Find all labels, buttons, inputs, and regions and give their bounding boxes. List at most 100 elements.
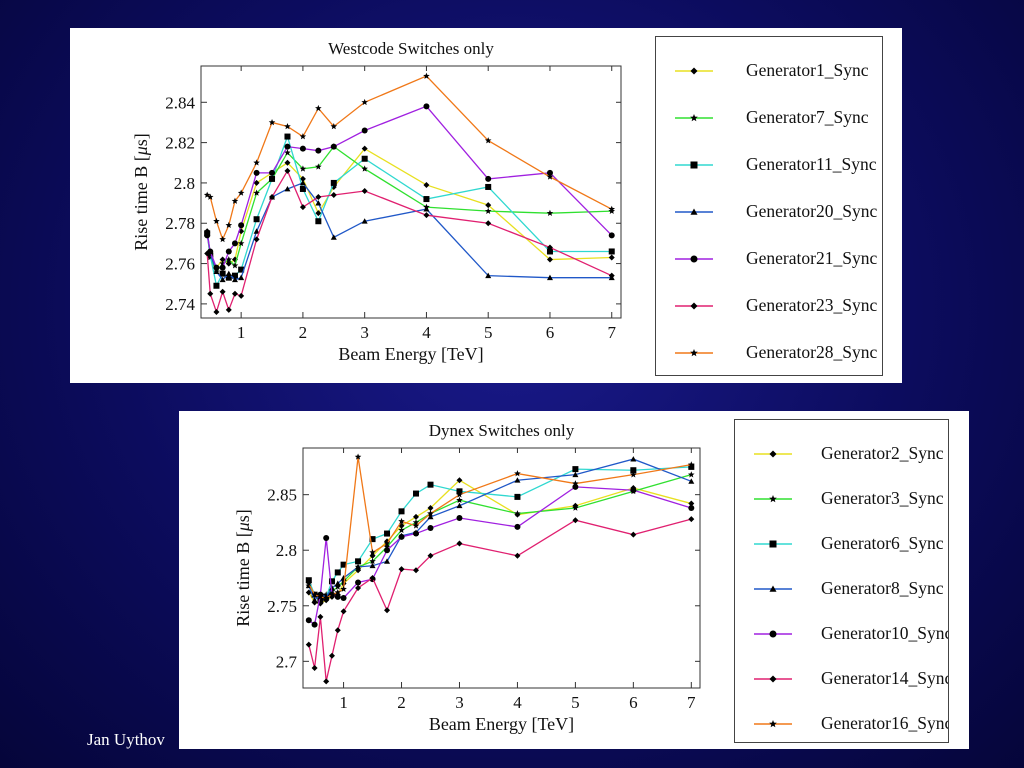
- legend-swatch: [675, 208, 713, 215]
- y-tick-label: 2.76: [165, 255, 195, 274]
- y-axis-label-mu: μ: [131, 146, 151, 156]
- series-line: [206, 105, 613, 269]
- data-point: [355, 579, 362, 586]
- data-point: [323, 678, 330, 685]
- data-point: [330, 192, 337, 199]
- data-point: [311, 597, 318, 603]
- x-axis-label: Beam Energy [TeV]: [429, 714, 574, 734]
- data-point: [485, 202, 492, 209]
- data-point: [546, 274, 553, 281]
- data-point: [322, 594, 330, 601]
- data-point: [456, 496, 463, 504]
- data-point: [334, 580, 341, 586]
- data-point: [231, 262, 239, 269]
- data-point: [427, 481, 434, 488]
- data-point: [269, 169, 276, 176]
- y-tick-label: 2.84: [165, 93, 195, 112]
- x-tick-label: 4: [513, 693, 522, 712]
- legend-marker: [690, 113, 698, 122]
- legend-label: Generator7_Sync: [746, 107, 869, 127]
- data-point: [207, 290, 214, 297]
- data-point: [484, 207, 492, 214]
- series-generator23_sync: [204, 167, 615, 315]
- data-point: [299, 145, 306, 152]
- y-tick-label: 2.85: [267, 486, 297, 505]
- westcode-legend: Generator1_Sync Generator7_Sync Generator1…: [655, 36, 883, 376]
- legend-item: Generator28_Sync: [656, 339, 882, 369]
- data-point: [546, 209, 554, 216]
- y-axis-label: Rise time B [μs]: [233, 509, 253, 627]
- data-point: [427, 513, 434, 520]
- data-point: [340, 561, 347, 568]
- data-point: [355, 563, 362, 570]
- data-point: [299, 165, 307, 172]
- data-point: [231, 272, 238, 279]
- data-point: [369, 536, 376, 543]
- legend-label: Generator3_Sync: [821, 488, 944, 508]
- y-tick-label: 2.75: [267, 597, 297, 616]
- data-point: [334, 588, 342, 596]
- legend-item: Generator3_Sync: [735, 485, 948, 515]
- legend-swatch: [754, 585, 792, 592]
- data-point: [456, 540, 463, 547]
- data-point: [514, 477, 521, 483]
- data-point: [514, 510, 521, 517]
- data-point: [608, 205, 616, 212]
- y-axis-label-prefix: Rise time B [: [131, 155, 151, 251]
- data-point: [369, 575, 376, 581]
- data-point: [219, 276, 226, 283]
- data-point: [225, 221, 233, 229]
- data-point: [219, 288, 226, 295]
- data-point: [413, 530, 420, 537]
- data-point: [238, 274, 245, 281]
- data-point: [427, 510, 434, 517]
- data-point: [225, 256, 233, 263]
- data-point: [225, 274, 232, 281]
- data-point: [204, 250, 211, 257]
- data-point: [317, 597, 324, 604]
- plot-frame: [200, 65, 622, 319]
- x-axis-label: Beam Energy [TeV]: [338, 344, 483, 364]
- data-point: [299, 175, 306, 182]
- data-point: [427, 525, 434, 531]
- data-point: [546, 169, 553, 176]
- legend-label: Generator2_Sync: [821, 443, 944, 463]
- data-point: [253, 159, 260, 166]
- data-point: [305, 641, 312, 648]
- data-point: [219, 260, 226, 267]
- legend-label: Generator28_Sync: [746, 342, 878, 362]
- data-point: [398, 533, 405, 540]
- data-point: [334, 627, 341, 634]
- x-tick-label: 1: [237, 323, 246, 342]
- legend-item: Generator8_Sync: [735, 575, 948, 605]
- data-point: [219, 256, 226, 263]
- data-point: [413, 567, 420, 574]
- series-line: [206, 182, 612, 281]
- data-point: [398, 522, 405, 529]
- data-point: [328, 585, 335, 591]
- legend-swatch: [675, 255, 713, 263]
- data-point: [608, 248, 615, 255]
- data-point: [546, 244, 553, 251]
- data-point: [311, 621, 318, 628]
- data-point: [269, 175, 276, 182]
- data-point: [423, 181, 430, 188]
- data-point: [315, 210, 322, 217]
- data-point: [514, 552, 521, 559]
- data-point: [203, 191, 211, 198]
- legend-swatch: [754, 630, 792, 638]
- legend-swatch: [754, 494, 792, 503]
- data-point: [299, 179, 306, 186]
- data-point: [546, 248, 553, 255]
- series-generator20_sync: [204, 179, 615, 283]
- data-point: [485, 183, 492, 190]
- data-point: [423, 206, 430, 212]
- data-point: [361, 187, 368, 194]
- data-point: [361, 218, 368, 224]
- series-line: [206, 75, 613, 242]
- legend-swatch: [675, 348, 713, 357]
- legend-item: Generator1_Sync: [656, 57, 882, 87]
- data-point: [213, 282, 220, 289]
- legend-swatch: [754, 450, 792, 458]
- y-axis-label: Rise time B [μs]: [131, 133, 151, 251]
